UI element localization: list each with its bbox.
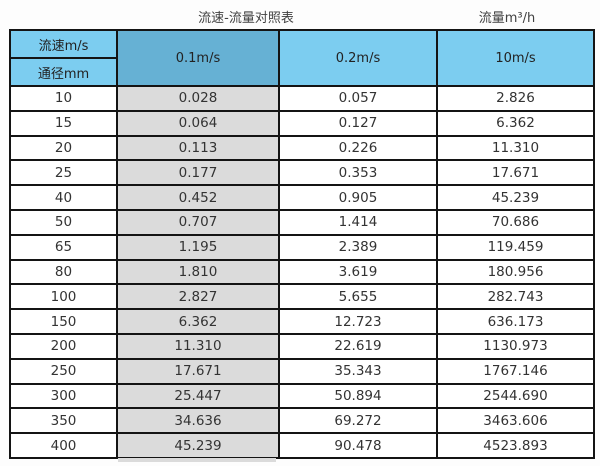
- table-header: 流速m/s 0.1m/s 0.2m/s 10m/s 通径mm: [9, 29, 595, 87]
- flow-value-cell: 50.894: [278, 382, 438, 410]
- flow-value-cell: 45.239: [436, 184, 595, 211]
- diameter-cell: 10: [9, 85, 118, 112]
- flow-value-cell: 2.826: [436, 85, 595, 112]
- flow-value-cell: 6.362: [116, 308, 280, 335]
- flow-value-cell: 70.686: [436, 208, 595, 236]
- flow-value-cell: 0.905: [278, 184, 438, 211]
- column-header-10ms: 10m/s: [436, 29, 595, 87]
- table-row: 80 1.810 3.619 180.956: [9, 258, 595, 286]
- flow-value-cell: 17.671: [436, 159, 595, 187]
- corner-velocity-label: 流速m/s: [9, 29, 118, 59]
- table-row: 10 0.028 0.057 2.826: [9, 85, 595, 112]
- diameter-cell: 300: [9, 382, 118, 410]
- diameter-cell: 200: [9, 332, 118, 360]
- flow-value-cell: 0.177: [116, 159, 280, 187]
- flow-value-cell: 636.173: [436, 308, 595, 335]
- flow-value-cell: 4523.893: [436, 432, 595, 459]
- column-header-0-1ms: 0.1m/s: [116, 29, 280, 87]
- table-row: 300 25.447 50.894 2544.690: [9, 382, 595, 410]
- flow-value-cell: 5.655: [278, 283, 438, 311]
- flow-value-cell: 2544.690: [436, 382, 595, 410]
- diameter-cell: 40: [9, 184, 118, 211]
- flow-value-cell: 25.447: [116, 382, 280, 410]
- table-row: 50 0.707 1.414 70.686: [9, 208, 595, 236]
- flow-value-cell: 34.636: [116, 407, 280, 435]
- flow-value-cell: 2.827: [116, 283, 280, 311]
- title-bar: 流速-流量对照表 流量m³/h: [0, 0, 600, 29]
- flow-value-cell: 0.707: [116, 208, 280, 236]
- diameter-cell: 15: [9, 109, 118, 137]
- flow-value-cell: 0.226: [278, 134, 438, 162]
- diameter-cell: 20: [9, 134, 118, 162]
- flow-value-cell: 0.057: [278, 85, 438, 112]
- flow-value-cell: 3.619: [278, 258, 438, 286]
- flow-value-cell: 22.619: [278, 332, 438, 360]
- diameter-cell: 250: [9, 357, 118, 385]
- flow-value-cell: 17.671: [116, 357, 280, 385]
- flow-value-cell: 11.310: [116, 332, 280, 360]
- table-row: 400 45.239 90.478 4523.893: [9, 432, 595, 459]
- flow-value-cell: 180.956: [436, 258, 595, 286]
- table-row: 15 0.064 0.127 6.362: [9, 109, 595, 137]
- table-row: 65 1.195 2.389 119.459: [9, 233, 595, 261]
- flow-value-cell: 282.743: [436, 283, 595, 311]
- flow-value-cell: 1.195: [116, 233, 280, 261]
- table-row: 150 6.362 12.723 636.173: [9, 308, 595, 335]
- table-row: 20 0.113 0.226 11.310: [9, 134, 595, 162]
- flow-table: 流速m/s 0.1m/s 0.2m/s 10m/s 通径mm 10 0.028 0.…: [9, 29, 595, 459]
- flow-value-cell: 0.353: [278, 159, 438, 187]
- flow-value-cell: 69.272: [278, 407, 438, 435]
- diameter-cell: 65: [9, 233, 118, 261]
- diameter-cell: 80: [9, 258, 118, 286]
- flow-value-cell: 35.343: [278, 357, 438, 385]
- flow-value-cell: 45.239: [116, 432, 280, 459]
- diameter-cell: 400: [9, 432, 118, 459]
- diameter-cell: 150: [9, 308, 118, 335]
- table-row: 250 17.671 35.343 1767.146: [9, 357, 595, 385]
- diameter-cell: 50: [9, 208, 118, 236]
- flow-value-cell: 0.113: [116, 134, 280, 162]
- flow-value-cell: 0.064: [116, 109, 280, 137]
- table-body: 10 0.028 0.057 2.826 15 0.064 0.127 6.362 20 0.11…: [9, 85, 595, 459]
- flow-value-cell: 0.452: [116, 184, 280, 211]
- flow-value-cell: 6.362: [436, 109, 595, 137]
- corner-diameter-label: 通径mm: [9, 57, 118, 87]
- flow-value-cell: 11.310: [436, 134, 595, 162]
- flow-value-cell: 2.389: [278, 233, 438, 261]
- diameter-cell: 350: [9, 407, 118, 435]
- flow-value-cell: 3463.606: [436, 407, 595, 435]
- table-row: 100 2.827 5.655 282.743: [9, 283, 595, 311]
- flow-value-cell: 12.723: [278, 308, 438, 335]
- flow-value-cell: 1.414: [278, 208, 438, 236]
- table-row: 25 0.177 0.353 17.671: [9, 159, 595, 187]
- table-row: 40 0.452 0.905 45.239: [9, 184, 595, 211]
- flow-unit-label: 流量m³/h: [478, 11, 536, 26]
- table-row: 350 34.636 69.272 3463.606: [9, 407, 595, 435]
- table-title: 流速-流量对照表: [198, 11, 294, 26]
- diameter-cell: 100: [9, 283, 118, 311]
- flow-value-cell: 1767.146: [436, 357, 595, 385]
- flow-value-cell: 1130.973: [436, 332, 595, 360]
- highlight-column-overhang: [118, 458, 276, 462]
- flow-value-cell: 90.478: [278, 432, 438, 459]
- flow-value-cell: 0.028: [116, 85, 280, 112]
- flow-value-cell: 1.810: [116, 258, 280, 286]
- flow-value-cell: 0.127: [278, 109, 438, 137]
- flow-value-cell: 119.459: [436, 233, 595, 261]
- diameter-cell: 25: [9, 159, 118, 187]
- column-header-0-2ms: 0.2m/s: [278, 29, 438, 87]
- table-row: 200 11.310 22.619 1130.973: [9, 332, 595, 360]
